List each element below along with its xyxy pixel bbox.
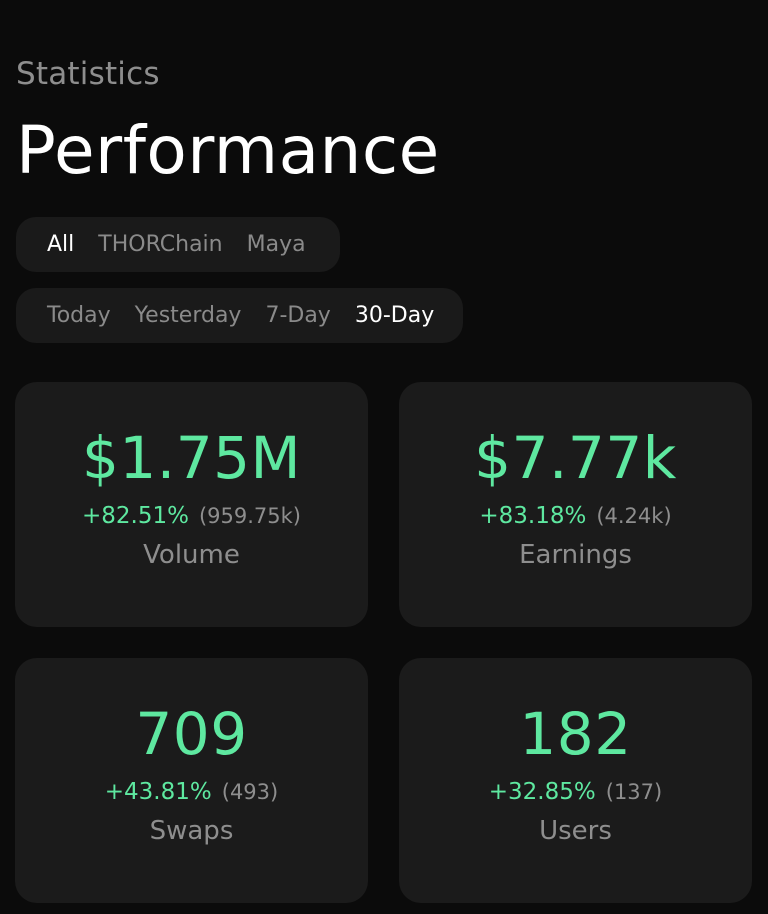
users-value: 182 (519, 700, 632, 768)
earnings-change: +83.18% (479, 503, 587, 529)
volume-change-row: +82.51% (959.75k) (15, 503, 368, 529)
time-filter-7-day[interactable]: 7-Day (265, 303, 331, 328)
users-change: +32.85% (488, 779, 596, 805)
swaps-change-row: +43.81% (493) (15, 779, 368, 805)
earnings-card: $7.77k +83.18% (4.24k) Earnings (399, 382, 752, 627)
earnings-value: $7.77k (474, 424, 677, 492)
volume-previous: (959.75k) (198, 504, 301, 528)
swaps-label: Swaps (149, 816, 234, 846)
earnings-label: Earnings (519, 540, 632, 570)
users-change-row: +32.85% (137) (399, 779, 752, 805)
time-filter-today[interactable]: Today (47, 303, 111, 328)
swaps-change: +43.81% (104, 779, 212, 805)
swaps-previous: (493) (221, 780, 279, 804)
users-previous: (137) (605, 780, 663, 804)
earnings-change-row: +83.18% (4.24k) (399, 503, 752, 529)
volume-card: $1.75M +82.51% (959.75k) Volume (15, 382, 368, 627)
chain-filter-thorchain[interactable]: THORChain (98, 232, 223, 257)
volume-change: +82.51% (81, 503, 189, 529)
time-filter-30-day[interactable]: 30-Day (354, 303, 435, 328)
chain-filter-all[interactable]: All (47, 232, 75, 257)
page-title: Performance (16, 112, 440, 189)
users-card: 182 +32.85% (137) Users (399, 658, 752, 903)
volume-value: $1.75M (81, 424, 302, 492)
chain-filter-maya[interactable]: Maya (246, 232, 306, 257)
volume-label: Volume (143, 540, 240, 570)
swaps-value: 709 (135, 700, 248, 768)
users-label: Users (539, 816, 612, 846)
time-filter: Today Yesterday 7-Day 30-Day (16, 288, 463, 343)
earnings-previous: (4.24k) (596, 504, 672, 528)
page-subtitle: Statistics (16, 56, 160, 92)
chain-filter: All THORChain Maya (16, 217, 340, 272)
time-filter-yesterday[interactable]: Yesterday (134, 303, 242, 328)
swaps-card: 709 +43.81% (493) Swaps (15, 658, 368, 903)
